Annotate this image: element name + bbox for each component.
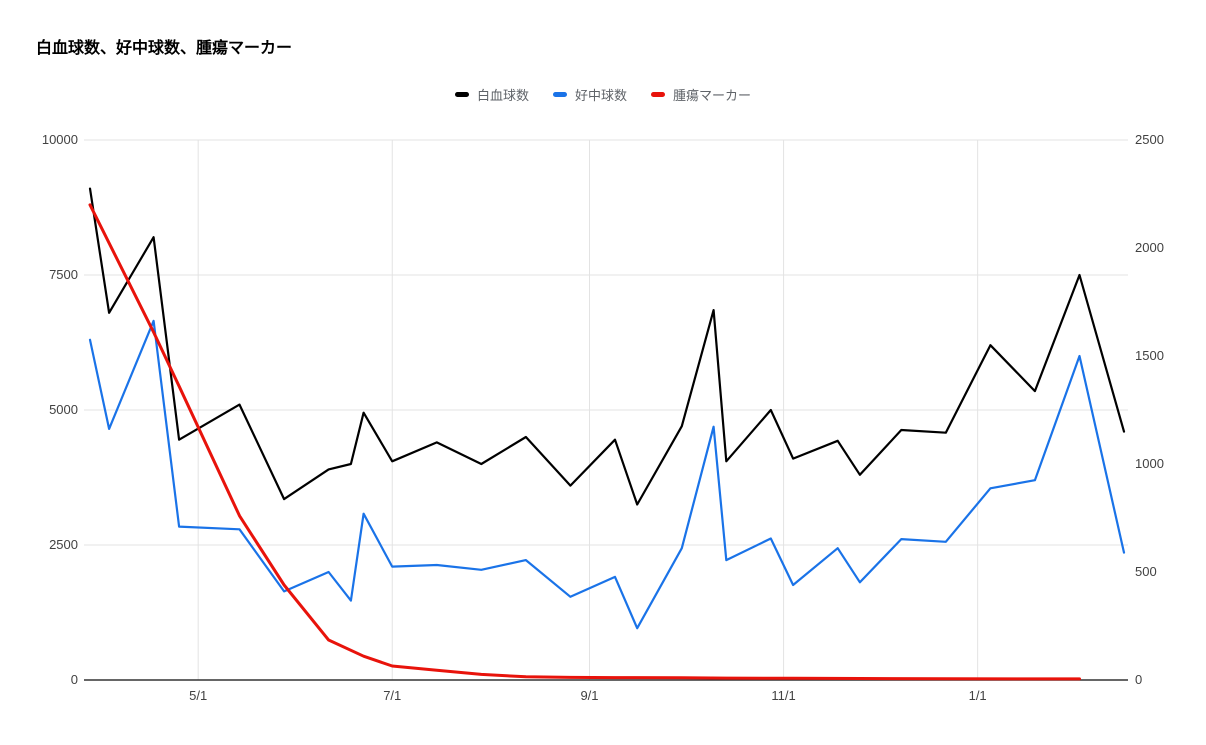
chart-title: 白血球数、好中球数、腫瘍マーカー <box>36 40 293 57</box>
legend-item-tumor-marker: 腫瘍マーカー <box>651 85 751 104</box>
legend-swatch-icon <box>454 92 469 97</box>
legend-label: 好中球数 <box>574 88 627 103</box>
y-axis-label-left: 10000 <box>41 132 78 147</box>
legend-item-neutrophil: 好中球数 <box>552 85 627 104</box>
y-axis-label-right: 1000 <box>1135 456 1164 471</box>
y-axis-label-right: 1500 <box>1135 348 1164 363</box>
y-axis-label-right: 2500 <box>1135 132 1164 147</box>
legend: 白血球数 好中球数 腫瘍マーカー <box>0 85 1206 104</box>
y-axis-label-left: 7500 <box>49 267 78 282</box>
legend-swatch-icon <box>651 92 665 97</box>
legend-label: 腫瘍マーカー <box>673 88 752 103</box>
y-axis-label-right: 2000 <box>1135 240 1164 255</box>
y-axis-label-left: 2500 <box>49 537 78 552</box>
y-axis-label-right: 500 <box>1135 564 1157 579</box>
y-axis-label-left: 5000 <box>49 402 78 417</box>
x-axis-label: 9/1 <box>580 688 599 703</box>
legend-item-wbc: 白血球数 <box>454 85 529 104</box>
series-line-neutrophil <box>88 319 1126 630</box>
legend-label: 白血球数 <box>476 88 529 103</box>
x-axis-label: 7/1 <box>383 688 402 703</box>
x-axis-label: 1/1 <box>968 688 987 703</box>
y-axis-label-left: 0 <box>70 672 78 687</box>
series-line-wbc <box>88 187 1126 506</box>
y-axis-label-right: 0 <box>1135 672 1143 687</box>
x-axis-label: 5/1 <box>189 688 208 703</box>
series-line-tumor-marker <box>88 203 1081 681</box>
legend-swatch-icon <box>552 92 567 97</box>
x-axis-label: 11/1 <box>771 688 796 703</box>
